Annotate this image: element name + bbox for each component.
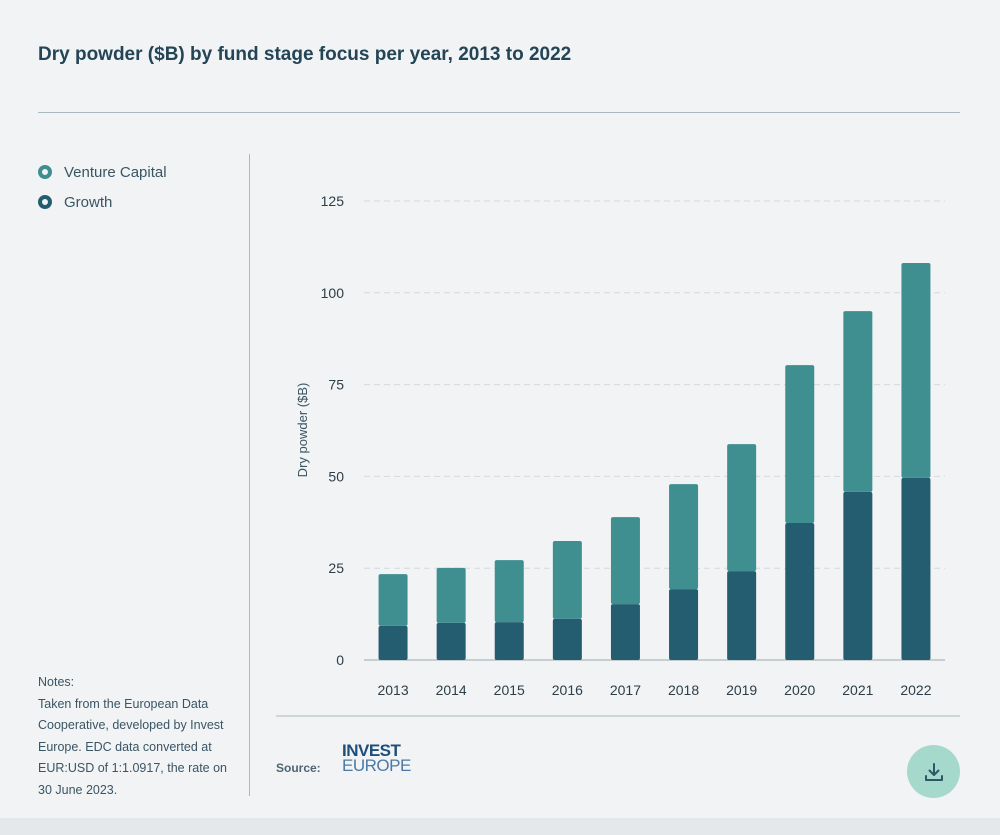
legend-item-growth[interactable]: Growth <box>38 187 167 217</box>
bar-venture-capital-2016 <box>552 541 582 619</box>
x-tick-label: 2018 <box>668 682 699 698</box>
legend-label: Venture Capital <box>64 163 167 181</box>
page-footer-strip <box>0 818 1000 835</box>
x-tick-label: 2013 <box>377 682 408 698</box>
bar-growth-2021 <box>843 491 873 660</box>
legend: Venture Capital Growth <box>38 157 167 217</box>
x-tick-label: 2022 <box>900 682 931 698</box>
bar-venture-capital-2022 <box>901 263 931 478</box>
bar-venture-capital-2019 <box>727 444 757 572</box>
x-tick-label: 2017 <box>610 682 641 698</box>
sidebar-divider <box>249 154 250 796</box>
bar-venture-capital-2018 <box>669 484 699 590</box>
legend-label: Growth <box>64 193 113 211</box>
bar-venture-capital-2014 <box>436 567 466 623</box>
y-tick-label: 100 <box>321 285 345 301</box>
invest-europe-logo: INVEST EUROPE <box>342 741 411 775</box>
bar-growth-2019 <box>727 571 757 660</box>
x-tick-label: 2020 <box>784 682 815 698</box>
bar-venture-capital-2017 <box>610 517 640 605</box>
bar-growth-2015 <box>494 622 524 660</box>
y-tick-label: 25 <box>328 560 344 576</box>
notes-heading: Notes: <box>38 675 75 689</box>
x-tick-label: 2016 <box>552 682 583 698</box>
circle-marker-icon <box>38 195 52 209</box>
y-tick-label: 50 <box>328 468 344 484</box>
legend-item-venture-capital[interactable]: Venture Capital <box>38 157 167 187</box>
logo-line2: EUROPE <box>342 756 411 775</box>
y-tick-label: 75 <box>328 377 344 393</box>
download-button[interactable] <box>907 745 960 798</box>
chart-title: Dry powder ($B) by fund stage focus per … <box>38 44 572 65</box>
notes: Notes: Taken from the European Data Coop… <box>38 672 238 801</box>
bar-growth-2022 <box>901 477 931 660</box>
x-tick-label: 2014 <box>436 682 467 698</box>
y-tick-label: 0 <box>336 652 344 668</box>
bar-growth-2013 <box>378 625 408 660</box>
download-icon <box>924 762 943 781</box>
y-tick-label: 125 <box>321 193 345 209</box>
notes-text: Taken from the European Data Cooperative… <box>38 696 227 797</box>
bar-venture-capital-2020 <box>785 365 815 524</box>
bar-venture-capital-2013 <box>378 574 408 626</box>
bar-growth-2014 <box>436 622 466 660</box>
bar-venture-capital-2021 <box>843 311 873 492</box>
title-divider <box>38 112 960 113</box>
bar-venture-capital-2015 <box>494 560 524 623</box>
bar-chart: 0 25 50 75 100 125 Dry powder ($B) 2013 2014 2015… <box>276 193 960 717</box>
source-label: Source: <box>276 761 321 775</box>
bar-growth-2018 <box>669 589 699 660</box>
x-tick-label: 2021 <box>842 682 873 698</box>
bar-growth-2020 <box>785 523 815 660</box>
x-tick-label: 2015 <box>494 682 525 698</box>
logo-line1: INVEST <box>342 741 401 760</box>
bar-growth-2017 <box>610 604 640 660</box>
y-axis-label: Dry powder ($B) <box>295 383 310 478</box>
x-tick-label: 2019 <box>726 682 757 698</box>
bar-growth-2016 <box>552 618 582 660</box>
circle-marker-icon <box>38 165 52 179</box>
